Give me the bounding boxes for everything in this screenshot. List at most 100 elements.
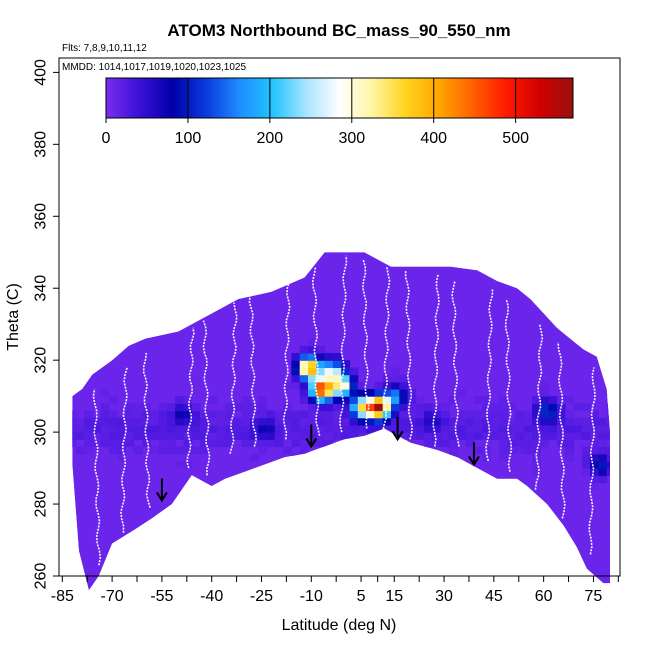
heatmap-cell	[274, 410, 284, 419]
heatmap-cell	[473, 417, 483, 426]
heatmap-cell	[299, 345, 309, 354]
heatmap-cell	[415, 396, 425, 404]
x-axis-label: Latitude (deg N)	[282, 617, 397, 634]
heatmap-cell	[581, 417, 591, 426]
heatmap-cell	[133, 410, 143, 419]
heatmap-cell	[382, 381, 392, 390]
heatmap-cell	[532, 460, 541, 469]
heatmap-cell	[108, 417, 118, 426]
heatmap-cell	[449, 439, 458, 448]
heatmap-cell	[440, 417, 450, 426]
heatmap-cell	[523, 432, 533, 440]
heatmap-cell	[432, 432, 442, 440]
heatmap-cell	[291, 417, 301, 426]
heatmap-cell	[498, 417, 508, 426]
heatmap-cell	[83, 410, 93, 419]
heatmap-cell	[75, 424, 85, 433]
y-tick-label: 300	[33, 419, 50, 446]
heatmap-cell	[391, 381, 400, 390]
heatmap-cell	[565, 396, 575, 404]
heatmap-cell	[581, 468, 591, 476]
heatmap-cell	[83, 432, 93, 440]
heatmap-cell	[274, 424, 284, 433]
heatmap-cell	[581, 424, 591, 433]
heatmap-cell	[548, 424, 558, 433]
heatmap-cell	[473, 432, 483, 440]
heatmap-cell	[308, 388, 317, 397]
y-tick-label: 340	[33, 275, 50, 302]
heatmap-cell	[399, 417, 409, 426]
x-tick-label: -85	[51, 588, 74, 605]
heatmap-cell	[349, 374, 359, 383]
heatmap-cell	[150, 432, 160, 440]
heatmap-cell	[573, 417, 583, 426]
heatmap-cell	[399, 396, 409, 404]
heatmap-cell	[216, 417, 226, 426]
heatmap-cell	[308, 432, 317, 440]
heatmap-cell	[391, 403, 400, 412]
heatmap-cell	[291, 381, 301, 390]
heatmap-cell	[72, 410, 77, 419]
heatmap-cell	[606, 432, 611, 440]
heatmap-cell	[216, 432, 226, 440]
heatmap-cell	[274, 432, 284, 440]
profile-trace	[451, 280, 460, 447]
profile-trace	[339, 255, 348, 433]
heatmap-cell	[166, 403, 176, 412]
heatmap-cell	[158, 446, 168, 455]
heatmap-cell	[556, 396, 566, 404]
heatmap-cell	[200, 446, 209, 455]
heatmap-cell	[258, 417, 268, 426]
heatmap-cell	[183, 403, 193, 412]
heatmap-cell	[482, 424, 492, 433]
heatmap-cell	[191, 410, 201, 419]
heatmap-cell	[117, 446, 126, 455]
heatmap-cell	[117, 439, 126, 448]
profile-trace	[282, 280, 291, 440]
heatmap-cell	[324, 424, 334, 433]
colorbar-tick-label: 500	[502, 130, 529, 147]
heatmap-cell	[249, 439, 259, 448]
profile-trace	[381, 266, 391, 433]
heatmap-cell	[150, 410, 160, 419]
heatmap-cell	[208, 417, 218, 426]
heatmap-cell	[341, 396, 351, 404]
heatmap-cell	[92, 439, 102, 448]
heatmap-cell	[291, 424, 301, 433]
heatmap-cell	[324, 403, 334, 412]
heatmap-cell	[449, 396, 458, 404]
heatmap-cell	[258, 439, 268, 448]
heatmap-cell	[399, 374, 409, 383]
heatmap-cell	[92, 417, 102, 426]
heatmap-cell	[133, 424, 143, 433]
heatmap-cell	[274, 417, 284, 426]
tropopause-arrow	[156, 478, 168, 503]
heatmap-cell	[606, 424, 611, 433]
heatmap-cell	[465, 439, 475, 448]
heatmap-cell	[498, 403, 508, 412]
heatmap-cell	[407, 410, 417, 419]
heatmap-cell	[299, 446, 309, 455]
heatmap-cell	[540, 388, 550, 397]
heatmap-cell	[308, 403, 317, 412]
heatmap-cell	[490, 410, 500, 419]
heatmap-cell	[233, 403, 243, 412]
heatmap-cell	[308, 338, 317, 347]
heatmap-cell	[175, 410, 185, 419]
heatmap-cell	[183, 446, 193, 455]
heatmap-cell	[183, 417, 193, 426]
heatmap-cell	[457, 388, 467, 397]
heatmap-cell	[299, 367, 309, 376]
profile-trace	[248, 295, 257, 447]
heatmap-cell	[349, 432, 359, 440]
heatmap-cell	[581, 432, 591, 440]
mmdd-label: MMDD: 1014,1017,1019,1020,1023,1025	[62, 62, 246, 73]
heatmap-cell	[332, 353, 342, 361]
heatmap-cell	[598, 424, 608, 433]
heatmap-cell	[249, 403, 259, 412]
tropopause-arrow	[391, 417, 404, 442]
heatmap-cell	[125, 439, 135, 448]
heatmap-cell	[117, 432, 126, 440]
heatmap-cell	[581, 403, 591, 412]
heatmap-cell	[382, 403, 392, 412]
